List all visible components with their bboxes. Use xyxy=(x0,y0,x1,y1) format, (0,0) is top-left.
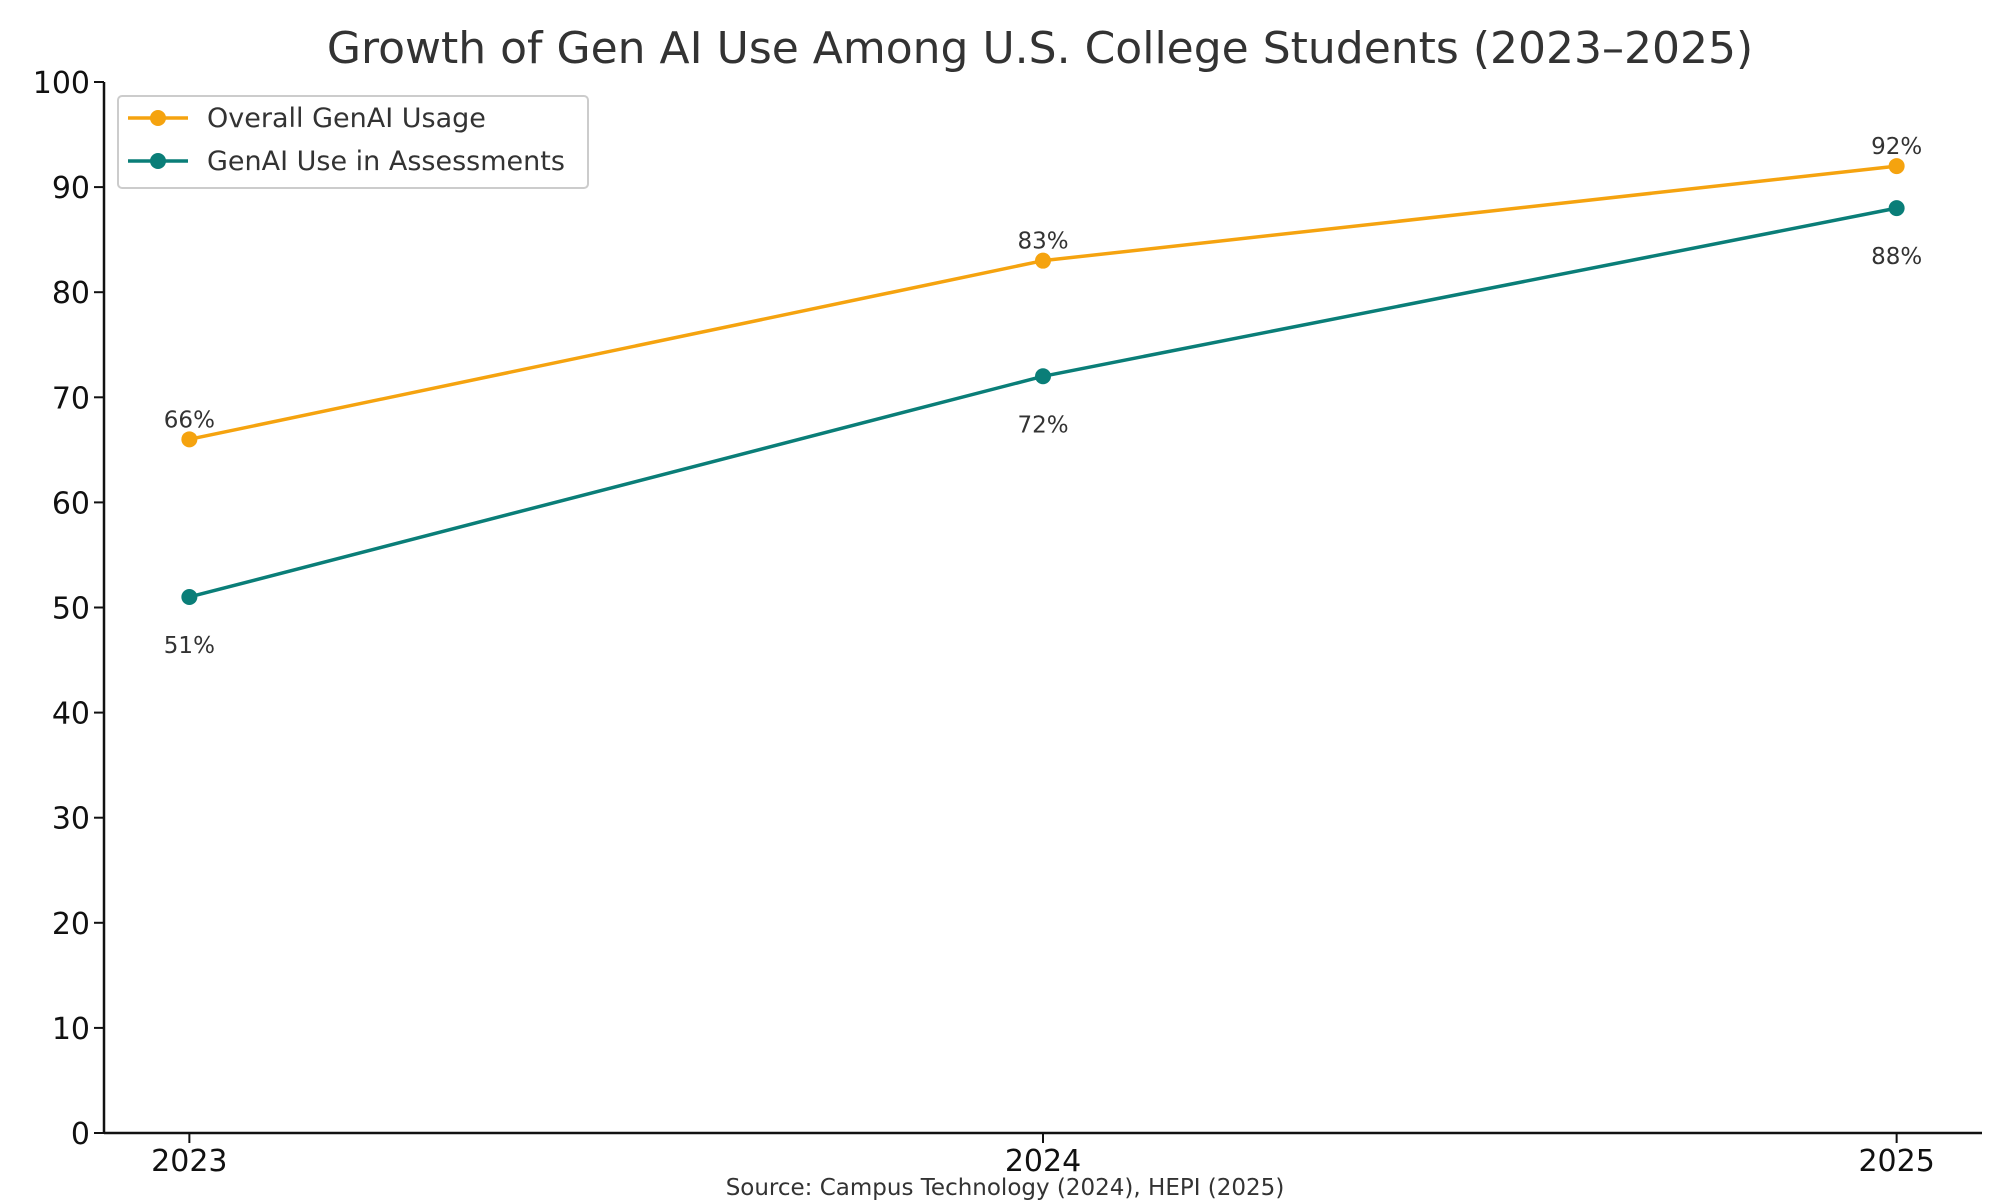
x-tick-label: 2025 xyxy=(1858,1144,1934,1179)
x-tick-label: 2023 xyxy=(151,1144,227,1179)
axes: 0 10 20 30 40 50 60 70 80 90 100 2023 2024 2025 xyxy=(33,66,1982,1179)
y-tick-label: 50 xyxy=(52,592,90,627)
legend-frame xyxy=(117,95,589,189)
data-point xyxy=(181,431,198,448)
y-tick-label: 100 xyxy=(33,66,90,101)
legend-label-assessments: GenAI Use in Assessments xyxy=(207,146,565,177)
legend-marker-overall xyxy=(150,110,166,126)
chart-title: Growth of Gen AI Use Among U.S. College … xyxy=(327,23,1753,74)
series-layer xyxy=(181,158,1905,605)
data-label: 83% xyxy=(1017,229,1068,255)
data-label: 72% xyxy=(1017,412,1068,438)
data-point xyxy=(1888,200,1905,217)
data-label: 51% xyxy=(164,633,215,659)
data-point xyxy=(1035,252,1051,269)
x-tick-label: 2024 xyxy=(1005,1144,1081,1179)
y-tick-label: 30 xyxy=(52,802,90,837)
y-tick-label: 70 xyxy=(52,381,90,416)
data-label: 92% xyxy=(1871,134,1922,160)
y-tick-label: 60 xyxy=(52,486,90,521)
data-labels: 66% 83% 92% 51% 72% 88% xyxy=(164,134,1922,659)
y-tick-label: 40 xyxy=(52,697,90,732)
legend: Overall GenAI Usage GenAI Use in Assessm… xyxy=(117,95,589,189)
data-point xyxy=(1888,158,1905,175)
data-label: 66% xyxy=(164,407,215,433)
data-label: 88% xyxy=(1871,244,1922,270)
data-point xyxy=(1035,368,1051,385)
y-tick-label: 0 xyxy=(71,1117,90,1152)
y-tick-label: 80 xyxy=(52,276,90,311)
series-line-0 xyxy=(189,164,1897,442)
y-tick-label: 20 xyxy=(52,907,90,942)
source-note: Source: Campus Technology (2024), HEPI (… xyxy=(726,1175,1285,1200)
y-tick-label: 10 xyxy=(52,1012,90,1047)
legend-label-overall: Overall GenAI Usage xyxy=(207,103,486,134)
y-tick-label: 90 xyxy=(52,171,90,206)
legend-marker-assessments xyxy=(150,153,166,169)
data-point xyxy=(181,588,198,605)
